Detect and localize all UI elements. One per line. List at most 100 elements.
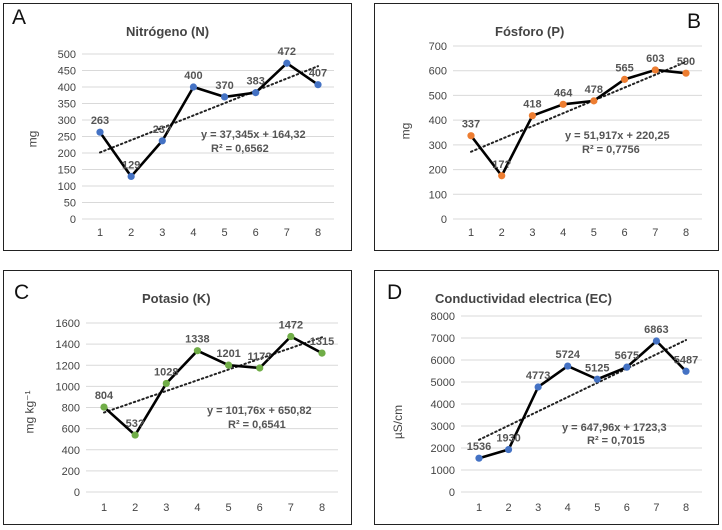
y-tick-label: 8000	[431, 311, 455, 323]
chart-title: Fósforo (P)	[495, 24, 565, 39]
x-tick-label: 2	[499, 227, 505, 239]
data-label: 603	[646, 53, 664, 65]
x-tick-label: 5	[226, 502, 232, 514]
x-tick-label: 3	[535, 502, 541, 514]
data-point	[682, 69, 690, 77]
data-point	[158, 137, 166, 145]
series-line	[103, 335, 323, 437]
y-tick-label: 100	[429, 189, 447, 201]
data-label: 407	[309, 68, 327, 80]
y-tick-label: 1400	[56, 339, 80, 351]
y-tick-label: 400	[429, 115, 447, 127]
chart-title: Conductividad electrica (EC)	[435, 291, 612, 306]
x-tick-label: 5	[594, 502, 600, 514]
chart-title: Potasio (K)	[142, 291, 211, 306]
panel-letter: A	[12, 6, 27, 29]
trendline	[470, 60, 687, 153]
trendline-equation: y = 101,76x + 650,82	[207, 405, 312, 417]
data-point	[475, 454, 483, 462]
x-tick-label: 5	[591, 227, 597, 239]
data-point	[193, 347, 202, 355]
data-point	[564, 362, 572, 370]
x-tick-label: 4	[190, 227, 196, 239]
data-label: 464	[554, 87, 573, 99]
y-tick-label: 1000	[431, 465, 455, 477]
y-tick-label: 6000	[431, 355, 455, 367]
x-tick-label: 7	[288, 502, 294, 514]
data-label: 5675	[615, 350, 639, 362]
data-point	[162, 379, 170, 388]
data-label: 263	[91, 115, 109, 127]
y-tick-label: 0	[70, 214, 76, 226]
data-point	[559, 100, 567, 108]
r-squared: R² = 0,6541	[228, 419, 286, 431]
data-label: 5724	[555, 349, 580, 361]
data-label: 565	[615, 62, 633, 74]
y-tick-label: 1600	[56, 318, 80, 330]
y-tick-label: 600	[62, 424, 80, 436]
series-line	[469, 68, 687, 178]
chart-panel-potassium: C Potasio (K) mg kg⁻¹ 0 200 400 600 800 1000 1…	[3, 270, 352, 525]
chart-title: Nitrógeno (N)	[126, 24, 210, 39]
x-tick-label: 2	[506, 502, 512, 514]
x-tick-label: 2	[132, 502, 138, 514]
chart-panel-conductivity: D Conductividad electrica (EC) µS/cm 0 10…	[374, 270, 719, 525]
data-label: 4773	[526, 370, 550, 382]
data-point	[590, 97, 598, 105]
data-label: 129	[122, 159, 140, 171]
x-tick-label: 6	[253, 227, 259, 239]
y-tick-label: 0	[441, 214, 447, 226]
r-squared: R² = 0,7756	[582, 144, 640, 156]
data-label: 472	[278, 46, 296, 58]
x-tick-label: 7	[653, 502, 659, 514]
data-point	[224, 361, 233, 369]
data-point	[283, 59, 291, 67]
y-tick-label: 7000	[431, 333, 455, 345]
data-point	[498, 172, 506, 180]
data-point	[623, 363, 631, 371]
data-point	[220, 93, 229, 101]
y-tick-label: 350	[58, 99, 76, 111]
y-tick-label: 200	[62, 466, 80, 478]
x-tick-label: 1	[468, 227, 474, 239]
y-tick-label: 0	[449, 487, 455, 499]
y-tick-label: 450	[58, 66, 76, 78]
x-tick-label: 4	[565, 502, 571, 514]
y-tick-label: 600	[429, 66, 447, 78]
trendline-equation: y = 51,917x + 220,25	[565, 130, 670, 142]
x-tick-label: 7	[284, 227, 290, 239]
x-tick-label: 1	[476, 502, 482, 514]
data-label: 383	[247, 76, 265, 88]
data-point	[620, 75, 629, 83]
trendline	[478, 339, 687, 441]
series-line	[98, 61, 319, 178]
data-label: 53?	[126, 418, 145, 430]
y-tick-label: 50	[64, 198, 76, 210]
x-tick-label: 6	[624, 502, 630, 514]
y-tick-label: 2000	[431, 443, 455, 455]
y-tick-label: 300	[429, 140, 447, 152]
trendline-equation: y = 37,345x + 164,32	[201, 129, 306, 141]
x-tick-label: 3	[163, 502, 169, 514]
y-tick-label: 400	[58, 82, 76, 94]
chart-panel-nitrogen: A Nitrógeno (N) mg 0 50 100 150 200 250 300 350…	[3, 3, 352, 251]
y-tick-label: 3000	[431, 421, 455, 433]
y-tick-label: 700	[429, 41, 447, 53]
y-tick-label: 500	[58, 49, 76, 61]
y-tick-label: 1200	[56, 360, 80, 372]
x-tick-label: 5	[222, 227, 228, 239]
data-label: 1472	[279, 320, 303, 332]
data-label: 23?	[153, 124, 172, 136]
y-tick-label: 400	[62, 445, 80, 457]
data-label: 5487	[674, 354, 698, 366]
data-label: 1338	[185, 334, 209, 346]
trendline-equation: y = 647,96x + 1723,3	[562, 422, 667, 434]
x-tick-label: 1	[97, 227, 103, 239]
data-label: 1028	[154, 366, 178, 378]
data-point	[252, 89, 260, 97]
data-point	[651, 66, 659, 74]
data-label: 400	[184, 70, 202, 82]
trendline	[103, 336, 323, 414]
data-point	[504, 445, 513, 454]
